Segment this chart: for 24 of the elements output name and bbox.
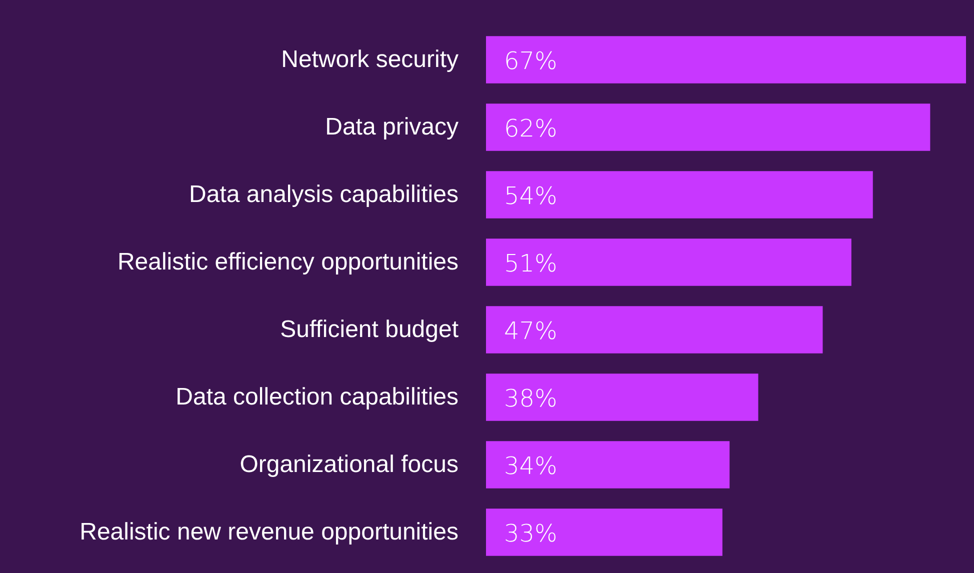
data-label: 67%	[504, 46, 558, 75]
data-label: 33%	[504, 519, 558, 548]
bar	[486, 508, 722, 556]
data-label: 51%	[504, 249, 558, 278]
y-tick-label: Network security	[281, 46, 458, 73]
bar	[486, 36, 966, 84]
data-label: 38%	[504, 384, 558, 412]
bar	[486, 374, 758, 421]
data-label: 62%	[504, 114, 558, 142]
y-tick-label: Data collection capabilities	[176, 383, 458, 410]
bar	[486, 104, 930, 151]
data-label: 47%	[504, 316, 558, 345]
bar	[486, 171, 873, 218]
bar	[486, 306, 823, 354]
y-tick-label: Sufficient budget	[280, 316, 459, 343]
y-tick-label: Organizational focus	[240, 450, 458, 478]
y-tick-label: Data analysis capabilities	[189, 180, 458, 208]
y-tick-label: Realistic efficiency opportunities	[117, 248, 458, 276]
data-label: 34%	[504, 452, 558, 480]
y-tick-label: Data privacy	[325, 113, 458, 140]
bar	[486, 238, 852, 286]
bar	[486, 441, 730, 488]
data-label: 54%	[504, 182, 558, 210]
y-tick-label: Realistic new revenue opportunities	[80, 518, 458, 546]
